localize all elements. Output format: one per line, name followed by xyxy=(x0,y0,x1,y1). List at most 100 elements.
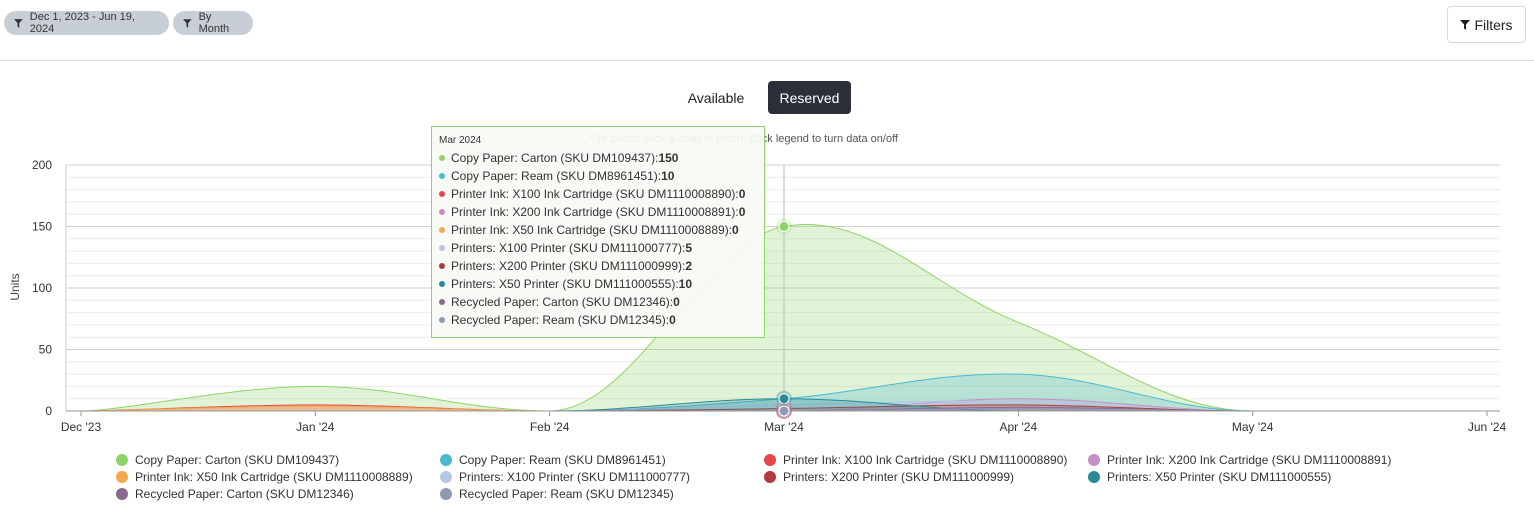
y-tick-label: 100 xyxy=(32,281,52,295)
legend-label: Copy Paper: Carton (SKU DM109437) xyxy=(135,453,340,467)
chart-tooltip: Mar 2024 Copy Paper: Carton (SKU DM10943… xyxy=(431,126,765,338)
legend-dot-icon xyxy=(440,488,452,500)
series-area-printer-ink-x100-ink-cartridge-sku-dm1110008890[interactable] xyxy=(81,404,1487,411)
series-dot-icon xyxy=(439,209,445,215)
series-dot-icon xyxy=(439,263,445,269)
legend-item-recycled-paper-ream-sku-dm12345[interactable]: Recycled Paper: Ream (SKU DM12345) xyxy=(440,487,674,501)
tooltip-row: Copy Paper: Ream (SKU DM8961451): 10 xyxy=(439,167,757,185)
legend-dot-icon xyxy=(1088,454,1100,466)
tooltip-header: Mar 2024 xyxy=(439,135,482,146)
series-area-copy-paper-ream-sku-dm8961451[interactable] xyxy=(81,373,1487,411)
tooltip-series-label: Copy Paper: Ream (SKU DM8961451): xyxy=(451,169,662,183)
filters-label: Filters xyxy=(1474,16,1513,33)
tooltip-row: Printers: X50 Printer (SKU DM111000555):… xyxy=(439,275,757,293)
legend-label: Copy Paper: Ream (SKU DM8961451) xyxy=(459,453,666,467)
legend-item-printer-ink-x50-ink-cartridge-sku-dm1110008889[interactable]: Printer Ink: X50 Ink Cartridge (SKU DM11… xyxy=(116,470,413,484)
series-dot-icon xyxy=(439,227,445,233)
legend-dot-icon xyxy=(440,454,452,466)
filters-button[interactable]: Filters xyxy=(1447,6,1526,43)
x-tick-label: Mar '24 xyxy=(764,420,804,434)
reserved-toggle[interactable]: Reserved xyxy=(768,81,851,114)
series-dot-icon xyxy=(439,317,445,323)
tooltip-series-value: 0 xyxy=(669,313,676,327)
tooltip-row: Printer Ink: X50 Ink Cartridge (SKU DM11… xyxy=(439,221,757,239)
legend-item-printers-x200-printer-sku-dm111000999[interactable]: Printers: X200 Printer (SKU DM111000999) xyxy=(764,470,1014,484)
tooltip-series-label: Recycled Paper: Carton (SKU DM12346): xyxy=(451,295,674,309)
chart-markers xyxy=(776,165,792,419)
tooltip-series-value: 5 xyxy=(685,241,693,255)
x-tick-label: Jan '24 xyxy=(296,420,335,434)
tooltip-series-label: Printers: X50 Printer (SKU DM111000555): xyxy=(451,277,679,291)
tooltip-series-label: Copy Paper: Carton (SKU DM109437): xyxy=(451,151,659,165)
filter-icon xyxy=(183,18,192,28)
hover-point-recycled-paper-ream-sku-dm12345 xyxy=(778,405,790,417)
series-dot-icon xyxy=(439,191,445,197)
legend-label: Printers: X200 Printer (SKU DM111000999) xyxy=(783,470,1014,484)
legend-item-printers-x50-printer-sku-dm111000555[interactable]: Printers: X50 Printer (SKU DM111000555) xyxy=(1088,470,1331,484)
tooltip-series-value: 0 xyxy=(738,205,746,219)
x-tick-label: Dec '23 xyxy=(61,420,102,434)
x-tick-label: Feb '24 xyxy=(530,420,570,434)
tooltip-series-value: 0 xyxy=(738,187,746,201)
series-dot-icon xyxy=(439,155,445,161)
tooltip-row: Printer Ink: X200 Ink Cartridge (SKU DM1… xyxy=(439,203,757,221)
hover-point-copy-paper-carton-sku-dm109437 xyxy=(778,221,790,232)
series-area-recycled-paper-ream-sku-dm12345[interactable] xyxy=(81,408,1487,411)
period-chip[interactable]: By Month xyxy=(173,11,253,35)
x-tick-label: May '24 xyxy=(1232,420,1274,434)
tooltip-series-value: 150 xyxy=(658,151,679,165)
tooltip-series-label: Printer Ink: X100 Ink Cartridge (SKU DM1… xyxy=(451,187,739,201)
legend-label: Printer Ink: X100 Ink Cartridge (SKU DM1… xyxy=(783,453,1068,467)
tooltip-row: Printer Ink: X100 Ink Cartridge (SKU DM1… xyxy=(439,185,757,203)
legend-item-copy-paper-ream-sku-dm8961451[interactable]: Copy Paper: Ream (SKU DM8961451) xyxy=(440,453,666,467)
legend-label: Printer Ink: X50 Ink Cartridge (SKU DM11… xyxy=(135,470,413,484)
series-dot-icon xyxy=(439,281,445,287)
available-toggle[interactable]: Available xyxy=(687,89,745,106)
legend-item-printer-ink-x100-ink-cartridge-sku-dm1110008890[interactable]: Printer Ink: X100 Ink Cartridge (SKU DM1… xyxy=(764,453,1067,467)
legend-dot-icon xyxy=(116,454,128,466)
tooltip-series-label: Printer Ink: X200 Ink Cartridge (SKU DM1… xyxy=(451,205,739,219)
y-tick-label: 0 xyxy=(45,404,52,418)
y-tick-label: 150 xyxy=(32,220,52,234)
series-dot-icon xyxy=(439,173,445,179)
x-tick-label: Jun '24 xyxy=(1468,420,1507,434)
x-tick-label: Apr '24 xyxy=(1000,420,1038,434)
legend-label: Printer Ink: X200 Ink Cartridge (SKU DM1… xyxy=(1107,453,1392,467)
date-range-label: Dec 1, 2023 - Jun 19, 2024 xyxy=(29,11,135,35)
filter-icon xyxy=(1460,19,1471,30)
tooltip-row: Printers: X100 Printer (SKU DM111000777)… xyxy=(439,239,757,257)
legend-dot-icon xyxy=(764,454,776,466)
legend-item-printers-x100-printer-sku-dm111000777[interactable]: Printers: X100 Printer (SKU DM111000777) xyxy=(440,470,690,484)
legend-label: Printers: X100 Printer (SKU DM111000777) xyxy=(459,470,690,484)
legend-dot-icon xyxy=(1088,471,1100,483)
tooltip-series-value: 2 xyxy=(685,259,693,273)
tooltip-row: Printers: X200 Printer (SKU DM111000999)… xyxy=(439,257,757,275)
tooltip-series-value: 10 xyxy=(678,277,693,291)
tooltip-series-label: Printer Ink: X50 Ink Cartridge (SKU DM11… xyxy=(451,223,733,237)
legend-item-copy-paper-carton-sku-dm109437[interactable]: Copy Paper: Carton (SKU DM109437) xyxy=(116,453,339,467)
y-tick-label: 50 xyxy=(39,343,53,357)
tooltip-series-value: 0 xyxy=(673,295,680,309)
legend-item-printer-ink-x200-ink-cartridge-sku-dm1110008891[interactable]: Printer Ink: X200 Ink Cartridge (SKU DM1… xyxy=(1088,453,1391,467)
filter-icon xyxy=(14,18,23,28)
tooltip-series-label: Printers: X100 Printer (SKU DM111000777)… xyxy=(451,241,686,255)
hover-point-printers-x50-printer-sku-dm111000555 xyxy=(778,393,790,405)
tooltip-series-label: Recycled Paper: Ream (SKU DM12345): xyxy=(451,313,670,327)
series-area-printer-ink-x50-ink-cartridge-sku-dm1110008889[interactable] xyxy=(81,406,1487,411)
legend-label: Printers: X50 Printer (SKU DM111000555) xyxy=(1107,470,1332,484)
tooltip-series-label: Printers: X200 Printer (SKU DM111000999)… xyxy=(451,259,686,273)
tooltip-series-value: 10 xyxy=(661,169,675,183)
legend-dot-icon xyxy=(440,471,452,483)
tooltip-row: Recycled Paper: Carton (SKU DM12346): 0 xyxy=(439,293,757,311)
legend-dot-icon xyxy=(764,471,776,483)
y-axis-label: Units xyxy=(8,273,22,300)
filter-bar: Dec 1, 2023 - Jun 19, 2024 By Month Filt… xyxy=(0,0,1534,61)
series-dot-icon xyxy=(439,245,445,251)
y-tick-label: 200 xyxy=(32,158,52,172)
date-range-chip[interactable]: Dec 1, 2023 - Jun 19, 2024 xyxy=(4,11,169,35)
period-label: By Month xyxy=(198,11,230,35)
series-dot-icon xyxy=(439,299,445,305)
legend-item-recycled-paper-carton-sku-dm12346[interactable]: Recycled Paper: Carton (SKU DM12346) xyxy=(116,487,354,501)
tooltip-series-value: 0 xyxy=(732,223,739,237)
